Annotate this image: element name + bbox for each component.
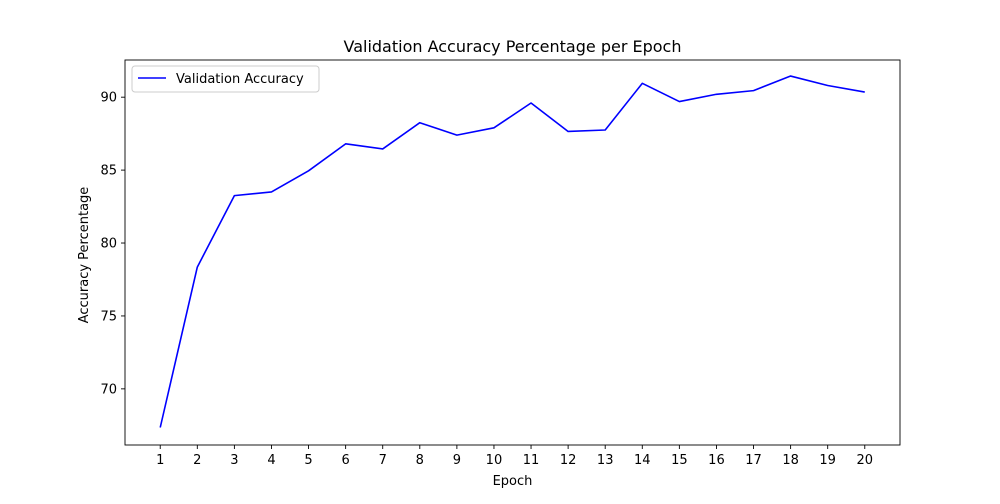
plot-area: 1 2 3 4 5 6 7 8 9 10 11 12 13 14 15 16 17 18 19 20707580859… xyxy=(100,59,901,468)
y-tick-label: 80 xyxy=(100,237,117,252)
x-tick-label: 20 xyxy=(856,453,873,468)
x-tick-label: 8 xyxy=(416,453,424,468)
x-tick-label: 14 xyxy=(634,453,651,468)
x-tick-label: 12 xyxy=(560,453,577,468)
chart-title: Validation Accuracy Percentage per Epoch xyxy=(344,37,682,56)
x-tick-label: 17 xyxy=(745,453,762,468)
x-tick-label: 16 xyxy=(708,453,725,468)
x-tick-label: 3 xyxy=(230,453,238,468)
legend-label-validation-accuracy: Validation Accuracy xyxy=(176,72,304,87)
x-axis-label: Epoch xyxy=(493,474,533,489)
x-tick-label: 5 xyxy=(304,453,312,468)
x-tick-label: 11 xyxy=(523,453,540,468)
y-tick-label: 75 xyxy=(100,309,117,324)
x-tick-label: 10 xyxy=(486,453,503,468)
y-tick-label: 90 xyxy=(100,91,117,106)
y-tick-label: 70 xyxy=(100,382,117,397)
x-tick-label: 1 xyxy=(156,453,164,468)
series-line-validation-accuracy xyxy=(159,75,865,428)
x-tick-label: 2 xyxy=(193,453,201,468)
x-tick-label: 18 xyxy=(782,453,799,468)
x-tick-label: 7 xyxy=(379,453,387,468)
x-tick-label: 4 xyxy=(267,453,275,468)
x-tick-label: 19 xyxy=(819,453,836,468)
x-tick-label: 9 xyxy=(453,453,461,468)
axes-frame xyxy=(124,59,901,446)
x-tick-label: 13 xyxy=(597,453,614,468)
legend-box xyxy=(131,65,320,93)
y-axis-label: Accuracy Percentage xyxy=(77,187,92,324)
x-tick-label: 15 xyxy=(671,453,688,468)
x-tick-label: 6 xyxy=(341,453,349,468)
y-tick-label: 85 xyxy=(100,164,117,179)
